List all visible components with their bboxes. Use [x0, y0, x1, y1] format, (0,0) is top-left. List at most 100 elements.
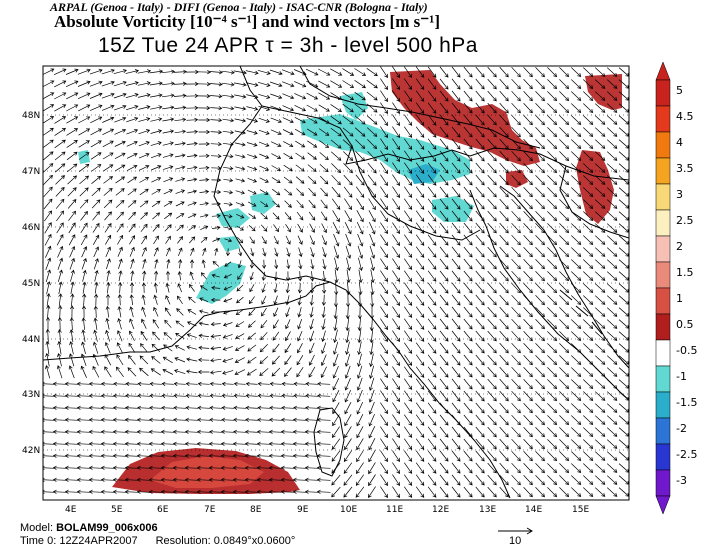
wind-vector: [523, 319, 533, 330]
wind-vector: [66, 163, 78, 173]
wind-vector: [77, 92, 91, 100]
wind-vector: [105, 317, 110, 330]
wind-vector: [185, 381, 198, 386]
wind-vector: [150, 368, 161, 376]
wind-vector: [380, 366, 388, 378]
wind-vector: [233, 429, 247, 434]
wind-vector: [210, 106, 223, 111]
wind-vector: [104, 211, 112, 221]
wind-vector: [366, 68, 378, 77]
wind-vector: [499, 222, 509, 234]
wind-vector: [54, 139, 66, 149]
wind-vector: [487, 402, 497, 414]
wind-vector: [82, 269, 87, 282]
wind-vector: [404, 486, 413, 498]
wind-vector: [499, 318, 509, 330]
wind-vector: [296, 200, 304, 209]
wind-vector: [285, 235, 291, 245]
wind-vector: [415, 138, 425, 150]
wind-vector: [392, 90, 400, 102]
wind-vector: [93, 246, 100, 258]
wind-vector: [606, 175, 618, 185]
wind-vector: [308, 199, 316, 209]
wind-vector: [404, 342, 413, 354]
wind-vector: [164, 212, 173, 220]
wind-vector: [43, 104, 55, 112]
wind-vector: [487, 234, 497, 246]
wind-vector: [174, 369, 186, 375]
wind-vector: [91, 175, 102, 184]
wind-vector: [380, 378, 388, 390]
wind-vector: [81, 246, 88, 258]
wind-vector: [535, 139, 545, 150]
wind-vector: [559, 379, 570, 390]
wind-vector: [296, 355, 304, 366]
wind-vector: [65, 80, 79, 88]
wind-vector: [187, 189, 198, 194]
wind-vector: [415, 318, 425, 330]
wind-vector: [594, 235, 606, 245]
wind-vector: [233, 393, 246, 398]
wind-vector: [89, 80, 103, 87]
wind-vector: [547, 115, 558, 126]
wind-vector: [427, 450, 437, 462]
model-name: BOLAM99_006x006: [56, 522, 158, 534]
wind-vector: [583, 415, 594, 425]
reference-vector-label: 10: [509, 535, 522, 547]
wind-vector: [571, 319, 582, 329]
wind-vector: [322, 282, 327, 294]
wind-vector: [583, 403, 594, 413]
wind-vector: [89, 92, 103, 99]
wind-vector: [187, 309, 197, 315]
wind-vector: [113, 68, 127, 75]
wind-vector: [223, 286, 232, 291]
wind-vector: [174, 345, 185, 351]
wind-vector: [475, 198, 485, 210]
wind-vector: [100, 453, 115, 458]
wind-vector: [523, 235, 533, 246]
wind-vector: [209, 393, 222, 398]
wind-vector: [451, 222, 461, 234]
wind-vector: [69, 329, 74, 343]
wind-vector: [606, 247, 618, 257]
wind-vector: [292, 465, 307, 470]
wind-vector: [594, 175, 606, 185]
wind-vector: [380, 270, 388, 282]
wind-vector: [80, 234, 88, 246]
wind-vector: [197, 82, 211, 87]
wind-vector: [547, 91, 558, 102]
wind-vector: [475, 234, 485, 246]
wind-vector: [292, 453, 307, 458]
wind-vector: [606, 487, 618, 497]
wind-vector: [117, 318, 122, 330]
wind-vector: [43, 139, 54, 149]
wind-vector: [188, 296, 196, 304]
wind-vector: [152, 319, 160, 329]
wind-vector: [331, 198, 341, 210]
wind-vector: [113, 381, 127, 386]
wind-vector: [136, 489, 151, 494]
wind-vector: [197, 369, 210, 375]
wind-vector: [249, 236, 255, 244]
wind-vector: [415, 294, 425, 306]
wind-vector: [151, 189, 161, 195]
wind-vector: [81, 257, 87, 270]
wind-vector: [594, 355, 606, 365]
wind-vector: [234, 357, 245, 363]
wind-vector: [392, 234, 400, 246]
wind-vector: [451, 150, 461, 162]
wind-vector: [475, 90, 485, 102]
wind-vector: [594, 127, 606, 137]
wind-vector: [272, 200, 281, 208]
wind-vector: [439, 438, 449, 450]
vorticity-negative-speck: [78, 150, 90, 164]
wind-vector: [330, 115, 342, 125]
wind-vector: [358, 281, 363, 296]
wind-vector: [380, 138, 388, 150]
wind-vector: [184, 453, 199, 458]
wind-vector: [404, 186, 413, 198]
wind-vector: [137, 93, 151, 98]
wind-vector: [475, 390, 485, 402]
wind-vector: [343, 450, 352, 462]
wind-vector: [308, 354, 315, 366]
